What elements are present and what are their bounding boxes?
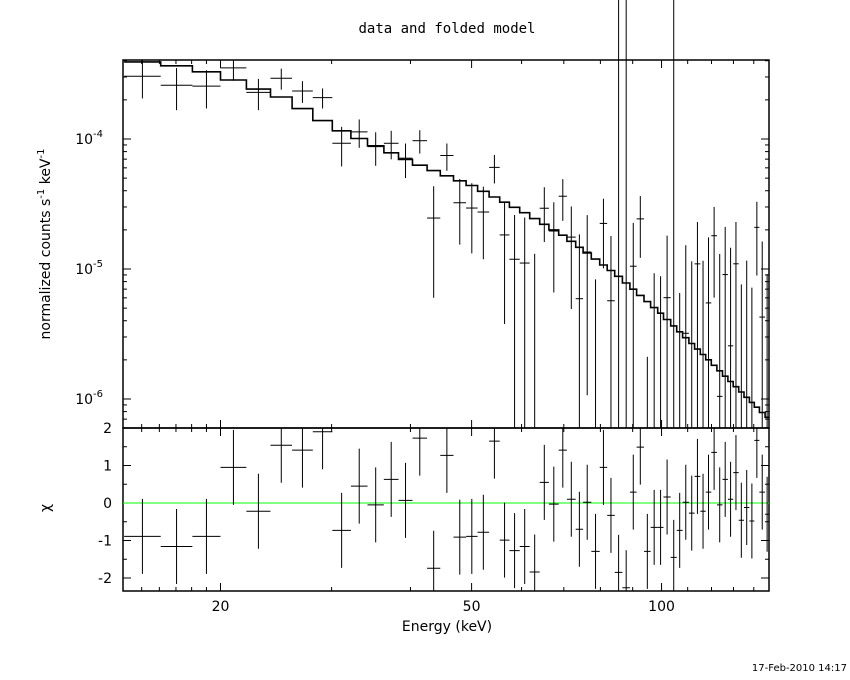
chi-tick-label: -1 bbox=[98, 534, 112, 550]
y-tick-label: 10-4 bbox=[75, 129, 103, 148]
folded-model-line bbox=[124, 61, 770, 419]
chi-axis-label: χ bbox=[38, 504, 54, 512]
y-axis-label: normalized counts s-1 keV-1 bbox=[36, 149, 54, 340]
y-label-exp: -1 bbox=[36, 189, 47, 199]
y-tick-label: 10-6 bbox=[75, 389, 103, 408]
x-tick-label: 20 bbox=[212, 599, 230, 615]
x-axis-label: Energy (keV) bbox=[402, 619, 492, 635]
y-label-part: keV bbox=[38, 158, 54, 189]
x-tick-label: 100 bbox=[648, 599, 675, 615]
timestamp: 17-Feb-2010 14:17 bbox=[752, 663, 847, 674]
y-label-exp: -1 bbox=[36, 149, 47, 159]
chi-tick-label: -2 bbox=[98, 571, 112, 587]
chi-tick-label: 0 bbox=[103, 496, 112, 512]
top-panel: 10-4 10-5 10-6 bbox=[75, 0, 770, 429]
residual-panel: 20 50 100 2 1 0 -1 -2 bbox=[98, 421, 770, 615]
x-tick-label: 50 bbox=[463, 599, 481, 615]
chi-tick-label: 2 bbox=[103, 421, 112, 437]
chart-title: data and folded model bbox=[358, 21, 535, 37]
bottom-frame bbox=[122, 427, 770, 592]
y-label-part: normalized counts s bbox=[38, 199, 54, 340]
chi-tick-label: 1 bbox=[103, 459, 112, 475]
y-tick-label: 10-5 bbox=[75, 259, 103, 278]
